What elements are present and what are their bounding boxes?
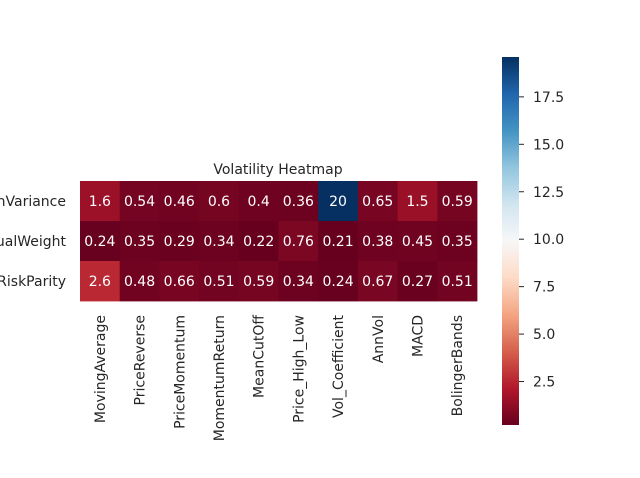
cell-label: 0.34 <box>203 234 234 250</box>
heatmap-cell <box>437 181 478 222</box>
heatmap-cell <box>397 181 438 222</box>
cell-label: 0.59 <box>243 274 274 290</box>
heatmap-cell <box>278 181 319 222</box>
cell-label: 0.24 <box>84 234 115 250</box>
heatmap-cell <box>238 181 279 222</box>
row-label: nVariance <box>0 194 66 210</box>
heatmap-cell <box>119 221 160 262</box>
cell-label: 0.34 <box>283 274 314 290</box>
heatmap-cell <box>318 261 359 302</box>
cell-label: 0.46 <box>164 194 195 210</box>
heatmap-cell <box>80 261 121 302</box>
cell-label: 20 <box>329 194 347 210</box>
heatmap-cell <box>437 221 478 262</box>
colorbar-tick-label: 12.5 <box>533 185 564 201</box>
cell-label: 0.51 <box>442 274 473 290</box>
heatmap-cell <box>278 261 319 302</box>
cell-label: 0.24 <box>322 274 353 290</box>
heatmap-cell <box>159 181 200 222</box>
row-label: RiskParity <box>0 274 66 290</box>
cell-label: 0.59 <box>442 194 473 210</box>
heatmap-cell <box>318 221 359 262</box>
heatmap-cell <box>80 181 121 222</box>
colorbar <box>502 57 519 425</box>
cell-label: 0.51 <box>203 274 234 290</box>
heatmap-cell <box>318 181 359 222</box>
heatmap-cell <box>357 221 398 262</box>
column-label: Vol_Coefficient <box>331 314 347 418</box>
heatmap-cell <box>199 181 240 222</box>
heatmap-cell <box>357 181 398 222</box>
column-label: MovingAverage <box>93 315 109 423</box>
cell-label: 0.65 <box>362 194 393 210</box>
heatmap-cell <box>199 221 240 262</box>
heatmap-cell <box>159 221 200 262</box>
colorbar-tick-label: 17.5 <box>533 90 564 106</box>
colorbar-tick-label: 7.5 <box>533 280 555 296</box>
colorbar-tick-label: 5.0 <box>533 327 555 343</box>
cell-label: 1.6 <box>89 194 111 210</box>
heatmap-cell <box>397 261 438 302</box>
cell-label: 0.48 <box>124 274 155 290</box>
column-label: BolingerBands <box>450 315 466 416</box>
cell-label: 1.5 <box>406 194 428 210</box>
cell-label: 0.38 <box>362 234 393 250</box>
column-label: PriceReverse <box>133 315 149 405</box>
heatmap-cell <box>199 261 240 302</box>
cell-label: 0.21 <box>322 234 353 250</box>
cell-label: 0.67 <box>362 274 393 290</box>
column-label: MomentumReturn <box>212 315 228 441</box>
heatmap-cell <box>238 261 279 302</box>
heatmap-cell <box>437 261 478 302</box>
column-label: AnnVol <box>371 315 387 363</box>
cell-label: 0.22 <box>243 234 274 250</box>
cell-label: 0.35 <box>442 234 473 250</box>
heatmap-cell <box>159 261 200 302</box>
heatmap-cell <box>278 221 319 262</box>
colorbar-tick-label: 15.0 <box>533 137 564 153</box>
heatmap-cell <box>357 261 398 302</box>
colorbar-ticks: 2.5 5.0 7.5 10.0 12.5 15.0 17.5 <box>519 90 564 391</box>
heatmap-cells: 1.6 0.54 0.46 0.6 0.4 0.36 20 0.65 1.5 0.59 0.24 0.… <box>80 181 478 302</box>
heatmap-cell <box>238 221 279 262</box>
cell-label: 0.27 <box>402 274 433 290</box>
cell-label: 0.35 <box>124 234 155 250</box>
colorbar-tick-label: 2.5 <box>533 375 555 391</box>
row-label: ualWeight <box>0 234 67 250</box>
cell-label: 0.54 <box>124 194 155 210</box>
heatmap-cell <box>119 261 160 302</box>
cell-label: 0.4 <box>248 194 270 210</box>
cell-label: 2.6 <box>89 274 111 290</box>
column-labels: MovingAverage PriceReverse PriceMomentum Mo… <box>93 314 466 441</box>
cell-label: 0.76 <box>283 234 314 250</box>
chart-title: Volatility Heatmap <box>213 162 342 178</box>
heatmap-cell <box>119 181 160 222</box>
column-label: PriceMomentum <box>172 315 188 429</box>
row-labels: nVariance ualWeight RiskParity <box>0 194 67 290</box>
heatmap-cell <box>80 221 121 262</box>
cell-label: 0.29 <box>164 234 195 250</box>
column-label: MeanCutOff <box>252 315 268 398</box>
cell-label: 0.6 <box>208 194 230 210</box>
cell-label: 0.45 <box>402 234 433 250</box>
cell-label: 0.36 <box>283 194 314 210</box>
heatmap-cell <box>397 221 438 262</box>
column-label: Price_High_Low <box>291 315 307 423</box>
colorbar-tick-label: 10.0 <box>533 232 564 248</box>
cell-label: 0.66 <box>164 274 195 290</box>
column-label: MACD <box>410 315 426 357</box>
